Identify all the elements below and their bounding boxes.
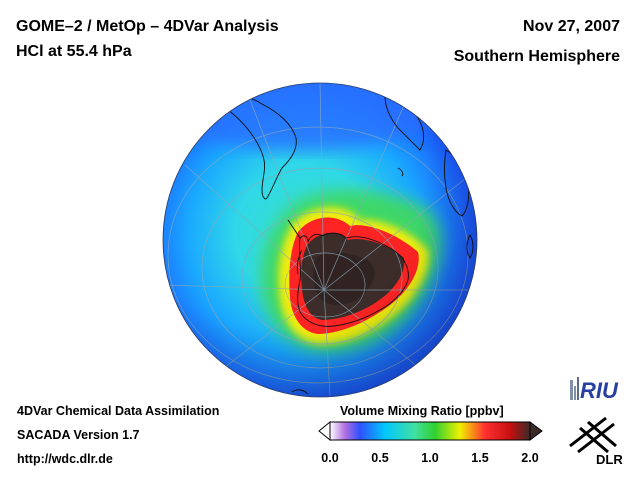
title-line1: GOME–2 / MetOp – 4DVar Analysis [16, 18, 279, 35]
region-label: Southern Hemisphere [453, 48, 620, 65]
analysis-date: Nov 27, 2007 [523, 18, 620, 35]
colorbar-tick-1: 0.5 [371, 451, 389, 465]
title-line2: HCl at 55.4 hPa [16, 43, 132, 60]
colorbar-max-arrow [529, 421, 543, 441]
colorbar-tick-3: 1.5 [471, 451, 489, 465]
credit-line2: SACADA Version 1.7 [17, 428, 140, 442]
colorbar-tick-4: 2.0 [521, 451, 539, 465]
colorbar-tick-0: 0.0 [321, 451, 339, 465]
colorbar-title: Volume Mixing Ratio [ppbv] [340, 404, 504, 418]
colorbar-ramp [329, 421, 531, 441]
riu-logo: RIU [570, 377, 619, 403]
colorbar-min-arrow [318, 420, 331, 442]
credit-line1: 4DVar Chemical Data Assimilation [17, 404, 220, 418]
colorbar [318, 420, 543, 442]
dlr-logo: DLR [569, 416, 623, 467]
credit-url: http://wdc.dlr.de [17, 452, 113, 466]
colorbar-tick-2: 1.0 [421, 451, 439, 465]
dlr-logo-text: DLR [596, 452, 623, 467]
riu-logo-text: RIU [580, 378, 619, 403]
